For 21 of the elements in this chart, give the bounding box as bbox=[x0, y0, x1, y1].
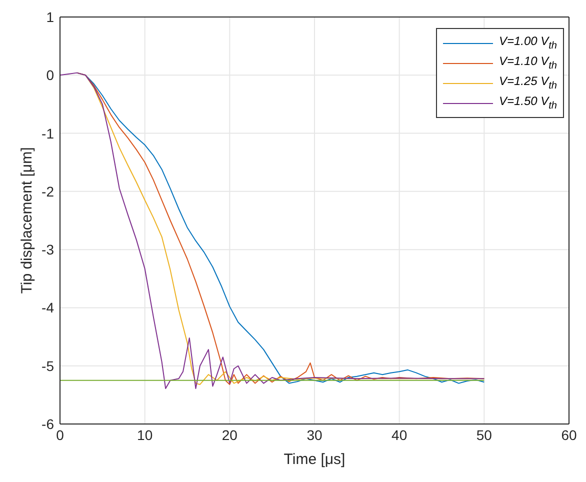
x-axis-title: Time [μs] bbox=[284, 451, 346, 468]
y-tick-label: -4 bbox=[42, 300, 54, 316]
x-tick-label: 60 bbox=[561, 426, 577, 443]
legend-label: V=1.50 V$_{th}$ bbox=[498, 94, 557, 112]
y-tick-label: 1 bbox=[46, 8, 54, 25]
x-tick-label: 50 bbox=[476, 426, 492, 443]
legend-label: V=1.25 V$_{th}$ bbox=[498, 74, 557, 92]
legend-label: V=1.10 V$_{th}$ bbox=[498, 54, 557, 72]
y-tick-label: -2 bbox=[42, 183, 54, 200]
y-tick-label: -6 bbox=[42, 416, 54, 432]
x-tick-label: 40 bbox=[392, 426, 408, 443]
x-tick-label: 10 bbox=[137, 426, 153, 443]
y-tick-label: -1 bbox=[42, 125, 54, 142]
y-axis-title: Tip displacement [μm] bbox=[18, 147, 36, 294]
legend-label: V=1.00 V$_{th}$ bbox=[498, 34, 557, 52]
y-tick-label: 0 bbox=[46, 67, 54, 84]
y-tick-label: -5 bbox=[42, 358, 54, 374]
x-tick-label: 20 bbox=[222, 426, 238, 443]
y-tick-label: -3 bbox=[42, 242, 54, 258]
x-tick-label: 30 bbox=[306, 426, 322, 443]
x-tick-label: 0 bbox=[56, 426, 64, 443]
